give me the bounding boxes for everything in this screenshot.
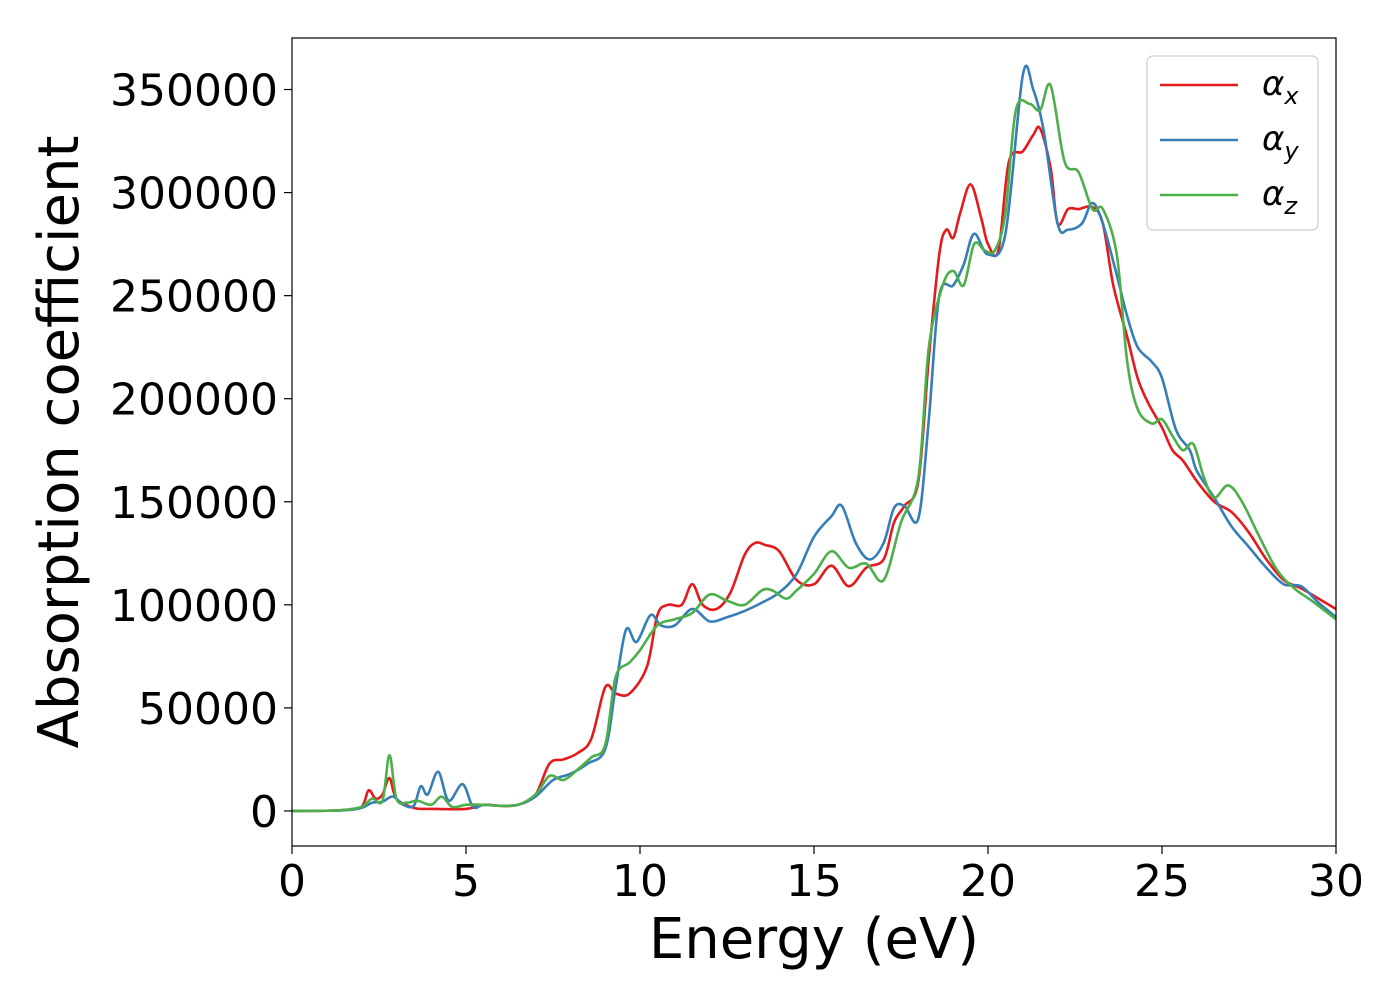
y-tick-label: 250000 bbox=[110, 272, 278, 323]
x-tick-label: 20 bbox=[960, 856, 1016, 907]
y-tick-label: 50000 bbox=[138, 684, 278, 735]
y-tick-label: 0 bbox=[250, 787, 278, 838]
y-tick-label: 300000 bbox=[110, 169, 278, 220]
x-axis-title: Energy (eV) bbox=[649, 907, 979, 972]
series-layer bbox=[292, 64, 1336, 813]
x-tick-label: 25 bbox=[1134, 856, 1190, 907]
legend-label-y: αy bbox=[1262, 119, 1299, 165]
x-tick-label: 30 bbox=[1308, 856, 1364, 907]
legend-symbol: α bbox=[1262, 174, 1284, 214]
x-axis-ticks: 0 5 10 15 20 25 30 bbox=[278, 846, 1364, 907]
legend-subscript: y bbox=[1283, 137, 1299, 165]
x-tick-label: 0 bbox=[278, 856, 306, 907]
x-tick-label: 10 bbox=[612, 856, 668, 907]
legend-symbol: α bbox=[1262, 64, 1284, 104]
x-tick-label: 5 bbox=[452, 856, 480, 907]
y-axis-ticks: 0 50000 100000 150000 200000 250000 300000 3500… bbox=[110, 66, 292, 838]
y-tick-label: 100000 bbox=[110, 581, 278, 632]
legend-symbol: α bbox=[1262, 119, 1284, 159]
y-tick-label: 150000 bbox=[110, 478, 278, 529]
x-tick-label: 15 bbox=[786, 856, 842, 907]
legend-label-x: αx bbox=[1262, 64, 1299, 110]
y-tick-label: 200000 bbox=[110, 375, 278, 426]
legend-label-z: αz bbox=[1262, 174, 1298, 220]
y-axis-title: Absorption coefficient bbox=[27, 136, 92, 749]
legend-subscript: x bbox=[1283, 82, 1299, 110]
series-line-z bbox=[292, 82, 1336, 813]
series-line-y bbox=[292, 64, 1336, 813]
legend-frame bbox=[1146, 55, 1319, 231]
y-tick-label: 350000 bbox=[110, 66, 278, 117]
legend-subscript: z bbox=[1283, 192, 1298, 220]
